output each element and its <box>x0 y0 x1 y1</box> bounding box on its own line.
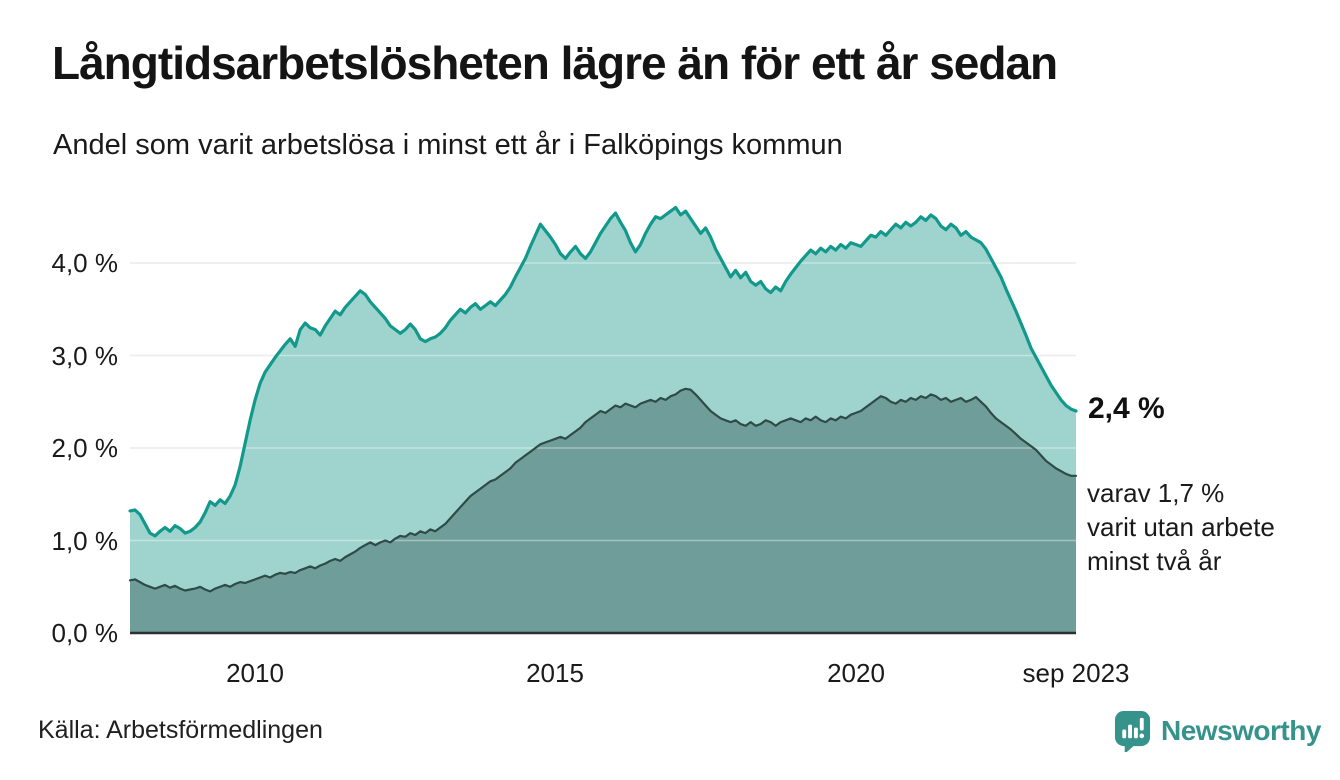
end-value-label: 2,4 % <box>1088 392 1165 425</box>
secondary-annotation-line: minst två år <box>1087 546 1222 576</box>
secondary-annotation: varav 1,7 % varit utan arbete minst två … <box>1087 476 1275 578</box>
secondary-annotation-line: varit utan arbete <box>1087 512 1275 542</box>
x-axis-labels: 2010 2015 2020 sep 2023 <box>0 658 1340 692</box>
x-tick-label: 2010 <box>226 658 284 688</box>
y-tick-label: 4,0 % <box>51 248 119 278</box>
y-tick-label: 0,0 % <box>51 618 119 648</box>
y-tick-label: 2,0 % <box>51 433 119 463</box>
area-fills <box>130 207 1076 633</box>
newsworthy-logo-icon <box>1114 711 1151 752</box>
secondary-annotation-line: varav 1,7 % <box>1087 478 1225 508</box>
y-axis-labels: 0,0 % 1,0 % 2,0 % 3,0 % 4,0 % <box>0 0 119 780</box>
x-tick-label: 2020 <box>827 658 885 688</box>
newsworthy-wordmark: Newsworthy <box>1161 714 1321 746</box>
x-tick-label: sep 2023 <box>1022 658 1130 688</box>
newsworthy-logo: Newsworthy <box>1113 709 1321 752</box>
gridlines-overlay <box>130 262 1076 542</box>
series-lines <box>128 205 1078 593</box>
x-tick-label: 2015 <box>526 658 584 688</box>
page-title: Långtidsarbetslösheten lägre än för ett … <box>52 37 1058 89</box>
source-note: Källa: Arbetsförmedlingen <box>38 716 323 744</box>
chart-subtitle: Andel som varit arbetslösa i minst ett å… <box>53 129 843 161</box>
y-tick-label: 3,0 % <box>51 340 119 371</box>
y-tick-label: 1,0 % <box>51 525 119 556</box>
